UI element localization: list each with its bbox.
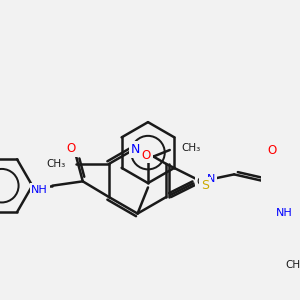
Text: O: O (67, 142, 76, 155)
Text: S: S (201, 179, 209, 192)
Text: NH: NH (276, 208, 293, 218)
Text: C: C (196, 177, 204, 187)
Text: O: O (267, 143, 276, 157)
Text: CH₃: CH₃ (181, 143, 200, 153)
Text: N: N (131, 142, 140, 156)
Text: CH₃: CH₃ (285, 260, 300, 270)
Text: NH: NH (31, 185, 48, 195)
Text: CH₃: CH₃ (46, 159, 65, 169)
Text: N: N (207, 174, 215, 184)
Text: O: O (142, 149, 151, 162)
